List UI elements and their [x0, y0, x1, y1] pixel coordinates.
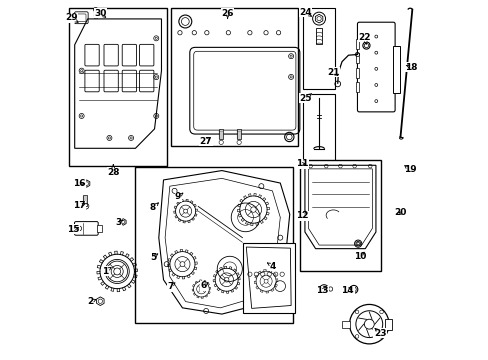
Text: 14: 14 — [341, 286, 353, 295]
Text: 15: 15 — [67, 225, 79, 234]
Text: 25: 25 — [299, 94, 311, 103]
Bar — [171, 8, 298, 146]
Text: 12: 12 — [295, 211, 307, 220]
Text: 30: 30 — [94, 9, 106, 18]
Text: 7: 7 — [167, 282, 173, 291]
Bar — [303, 8, 334, 89]
Text: 26: 26 — [221, 9, 233, 18]
Text: 22: 22 — [358, 33, 370, 42]
Bar — [384, 319, 391, 329]
Text: 5: 5 — [150, 253, 156, 262]
Text: 24: 24 — [299, 8, 311, 17]
Bar — [355, 68, 359, 78]
Text: 8: 8 — [150, 203, 156, 212]
Text: 13: 13 — [316, 286, 328, 295]
Bar — [94, 8, 97, 18]
Bar — [316, 28, 321, 44]
Text: 28: 28 — [107, 168, 119, 177]
Text: 6: 6 — [200, 281, 206, 290]
Text: 20: 20 — [394, 208, 406, 217]
Bar — [69, 8, 167, 166]
Bar — [355, 39, 359, 49]
Text: 3: 3 — [115, 218, 121, 227]
Text: 18: 18 — [404, 63, 416, 72]
Bar — [83, 195, 86, 206]
Text: 19: 19 — [403, 166, 416, 175]
Text: 17: 17 — [73, 201, 86, 210]
Text: 4: 4 — [269, 262, 275, 271]
Bar — [342, 320, 349, 328]
Text: 10: 10 — [353, 252, 366, 261]
Bar — [97, 225, 102, 232]
Text: 29: 29 — [65, 13, 78, 22]
Text: 2: 2 — [87, 297, 93, 306]
Text: 16: 16 — [73, 179, 85, 188]
Bar — [355, 53, 359, 63]
Bar — [219, 129, 223, 139]
Bar — [135, 167, 292, 323]
Text: 9: 9 — [175, 192, 181, 201]
Bar — [392, 45, 399, 93]
Bar — [237, 129, 241, 139]
Text: 1: 1 — [102, 267, 108, 276]
Text: 21: 21 — [326, 68, 339, 77]
Bar — [355, 82, 359, 92]
Text: 23: 23 — [373, 329, 386, 338]
Bar — [303, 94, 334, 164]
Text: 11: 11 — [295, 159, 307, 168]
Text: 27: 27 — [199, 137, 212, 146]
Bar — [242, 243, 294, 313]
Bar — [300, 160, 380, 271]
